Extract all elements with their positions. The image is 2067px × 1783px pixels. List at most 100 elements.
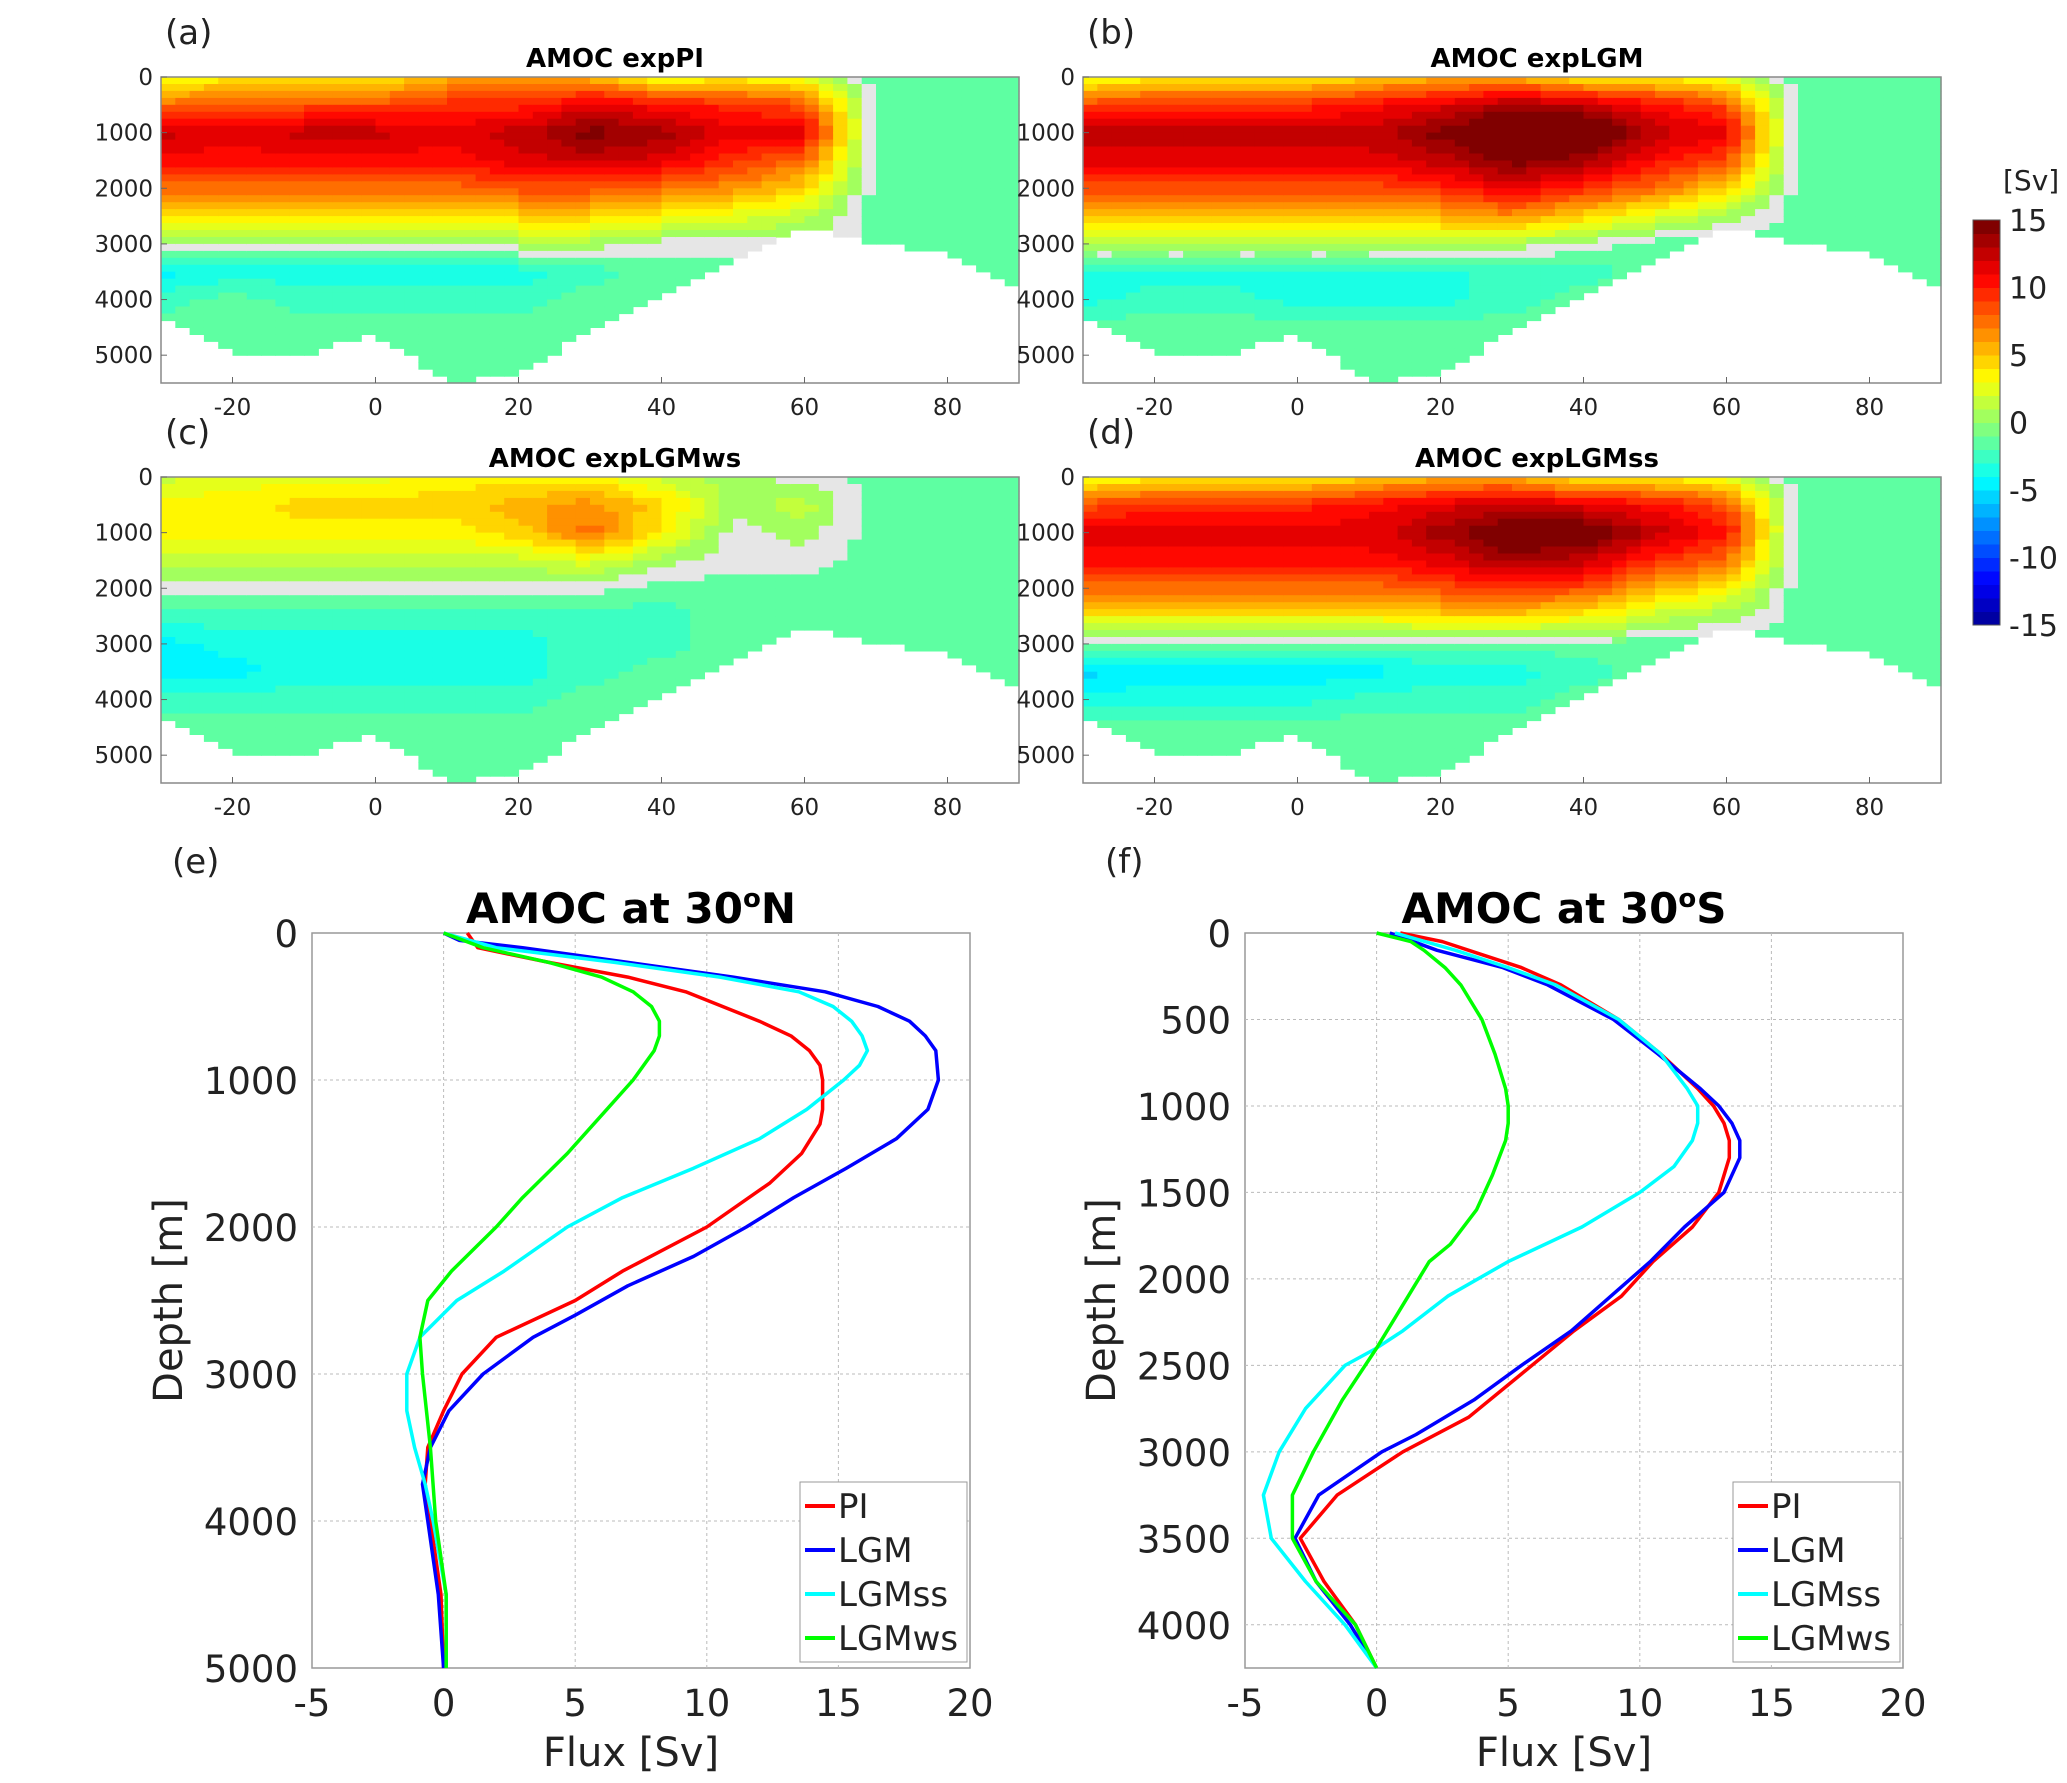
field-cell xyxy=(504,118,520,127)
field-cell xyxy=(1254,125,1270,134)
field-cell xyxy=(1211,125,1227,134)
field-cell xyxy=(203,320,219,328)
field-cell xyxy=(704,216,720,224)
field-cell xyxy=(232,167,248,175)
field-cell xyxy=(218,678,234,687)
field-cell xyxy=(876,195,891,203)
field-cell xyxy=(218,77,234,85)
field-cell xyxy=(532,104,548,113)
field-cell xyxy=(1655,202,1670,210)
field-cell xyxy=(1855,84,1871,92)
field-cell xyxy=(346,132,362,141)
field-cell xyxy=(203,278,219,287)
field-cell xyxy=(661,160,677,169)
field-cell xyxy=(876,237,891,245)
field-cell xyxy=(1426,167,1442,175)
field-cell xyxy=(1254,84,1270,92)
field-cell xyxy=(1755,118,1770,127)
field-cell xyxy=(1826,243,1842,252)
field-cell xyxy=(647,237,663,245)
field-cell xyxy=(561,84,577,92)
field-cell xyxy=(346,692,362,701)
field-cell xyxy=(489,250,505,259)
field-cell xyxy=(418,490,434,499)
field-cell xyxy=(418,734,434,742)
field-cell xyxy=(1354,167,1370,175)
field-cell xyxy=(1197,146,1213,155)
field-cell xyxy=(1197,132,1213,141)
field-cell xyxy=(1426,216,1442,224)
field-cell xyxy=(1004,139,1020,148)
field-cell xyxy=(318,174,334,182)
field-cell xyxy=(1612,188,1627,196)
field-cell xyxy=(1211,146,1227,155)
field-cell xyxy=(532,341,548,349)
field-cell xyxy=(1512,125,1527,134)
field-cell xyxy=(1183,153,1198,162)
field-cell xyxy=(1440,362,1456,370)
field-cell xyxy=(604,84,620,92)
field-cell xyxy=(261,278,276,287)
field-cell xyxy=(1240,250,1256,259)
field-cell xyxy=(1354,306,1370,315)
field-cell xyxy=(1740,153,1756,162)
field-cell xyxy=(1397,341,1413,349)
field-cell xyxy=(647,97,663,106)
field-cell xyxy=(246,616,262,624)
field-cell xyxy=(289,727,305,735)
field-cell xyxy=(1840,174,1856,182)
field-cell xyxy=(1354,104,1370,113)
field-cell xyxy=(532,167,548,175)
field-cell xyxy=(489,581,505,589)
field-cell xyxy=(418,341,434,349)
field-cell xyxy=(1140,97,1156,106)
field-cell xyxy=(289,748,305,756)
field-cell xyxy=(1569,181,1585,189)
field-cell xyxy=(289,650,305,659)
field-cell xyxy=(361,664,377,673)
field-cell xyxy=(1483,104,1499,113)
field-cell xyxy=(761,160,777,169)
field-cell xyxy=(461,762,477,770)
field-cell xyxy=(718,209,734,217)
field-cell xyxy=(475,188,491,196)
field-cell xyxy=(175,188,191,196)
field-cell xyxy=(218,490,234,499)
field-cell xyxy=(332,490,348,499)
field-cell xyxy=(1254,223,1270,231)
field-cell xyxy=(547,223,562,231)
field-cell xyxy=(847,216,863,224)
field-cell xyxy=(661,188,677,196)
field-cell xyxy=(1004,202,1020,210)
field-cell xyxy=(461,720,477,728)
field-cell xyxy=(332,306,348,315)
field-cell xyxy=(432,167,448,175)
field-cell xyxy=(161,574,176,582)
field-cell xyxy=(461,146,477,155)
field-cell xyxy=(1083,84,1098,92)
field-cell xyxy=(475,341,491,349)
field-cell xyxy=(632,285,648,294)
field-cell xyxy=(246,327,262,335)
field-cell xyxy=(175,285,191,294)
y-tick-label: 4000 xyxy=(94,288,153,314)
field-cell xyxy=(175,320,191,328)
field-cell xyxy=(361,139,377,148)
field-cell xyxy=(475,264,491,273)
field-cell xyxy=(475,713,491,722)
field-cell xyxy=(189,630,205,638)
field-cell xyxy=(561,306,577,315)
field-cell xyxy=(575,139,591,148)
field-cell xyxy=(1254,243,1270,252)
field-cell xyxy=(918,139,934,148)
field-cell xyxy=(1383,243,1399,252)
field-cell xyxy=(318,574,334,582)
field-cell xyxy=(1183,202,1198,210)
field-cell xyxy=(275,104,291,113)
field-cell xyxy=(747,216,763,224)
field-cell xyxy=(289,334,305,342)
field-cell xyxy=(304,341,319,349)
field-cell xyxy=(232,553,248,562)
field-cell xyxy=(818,146,834,155)
field-cell xyxy=(218,327,234,335)
